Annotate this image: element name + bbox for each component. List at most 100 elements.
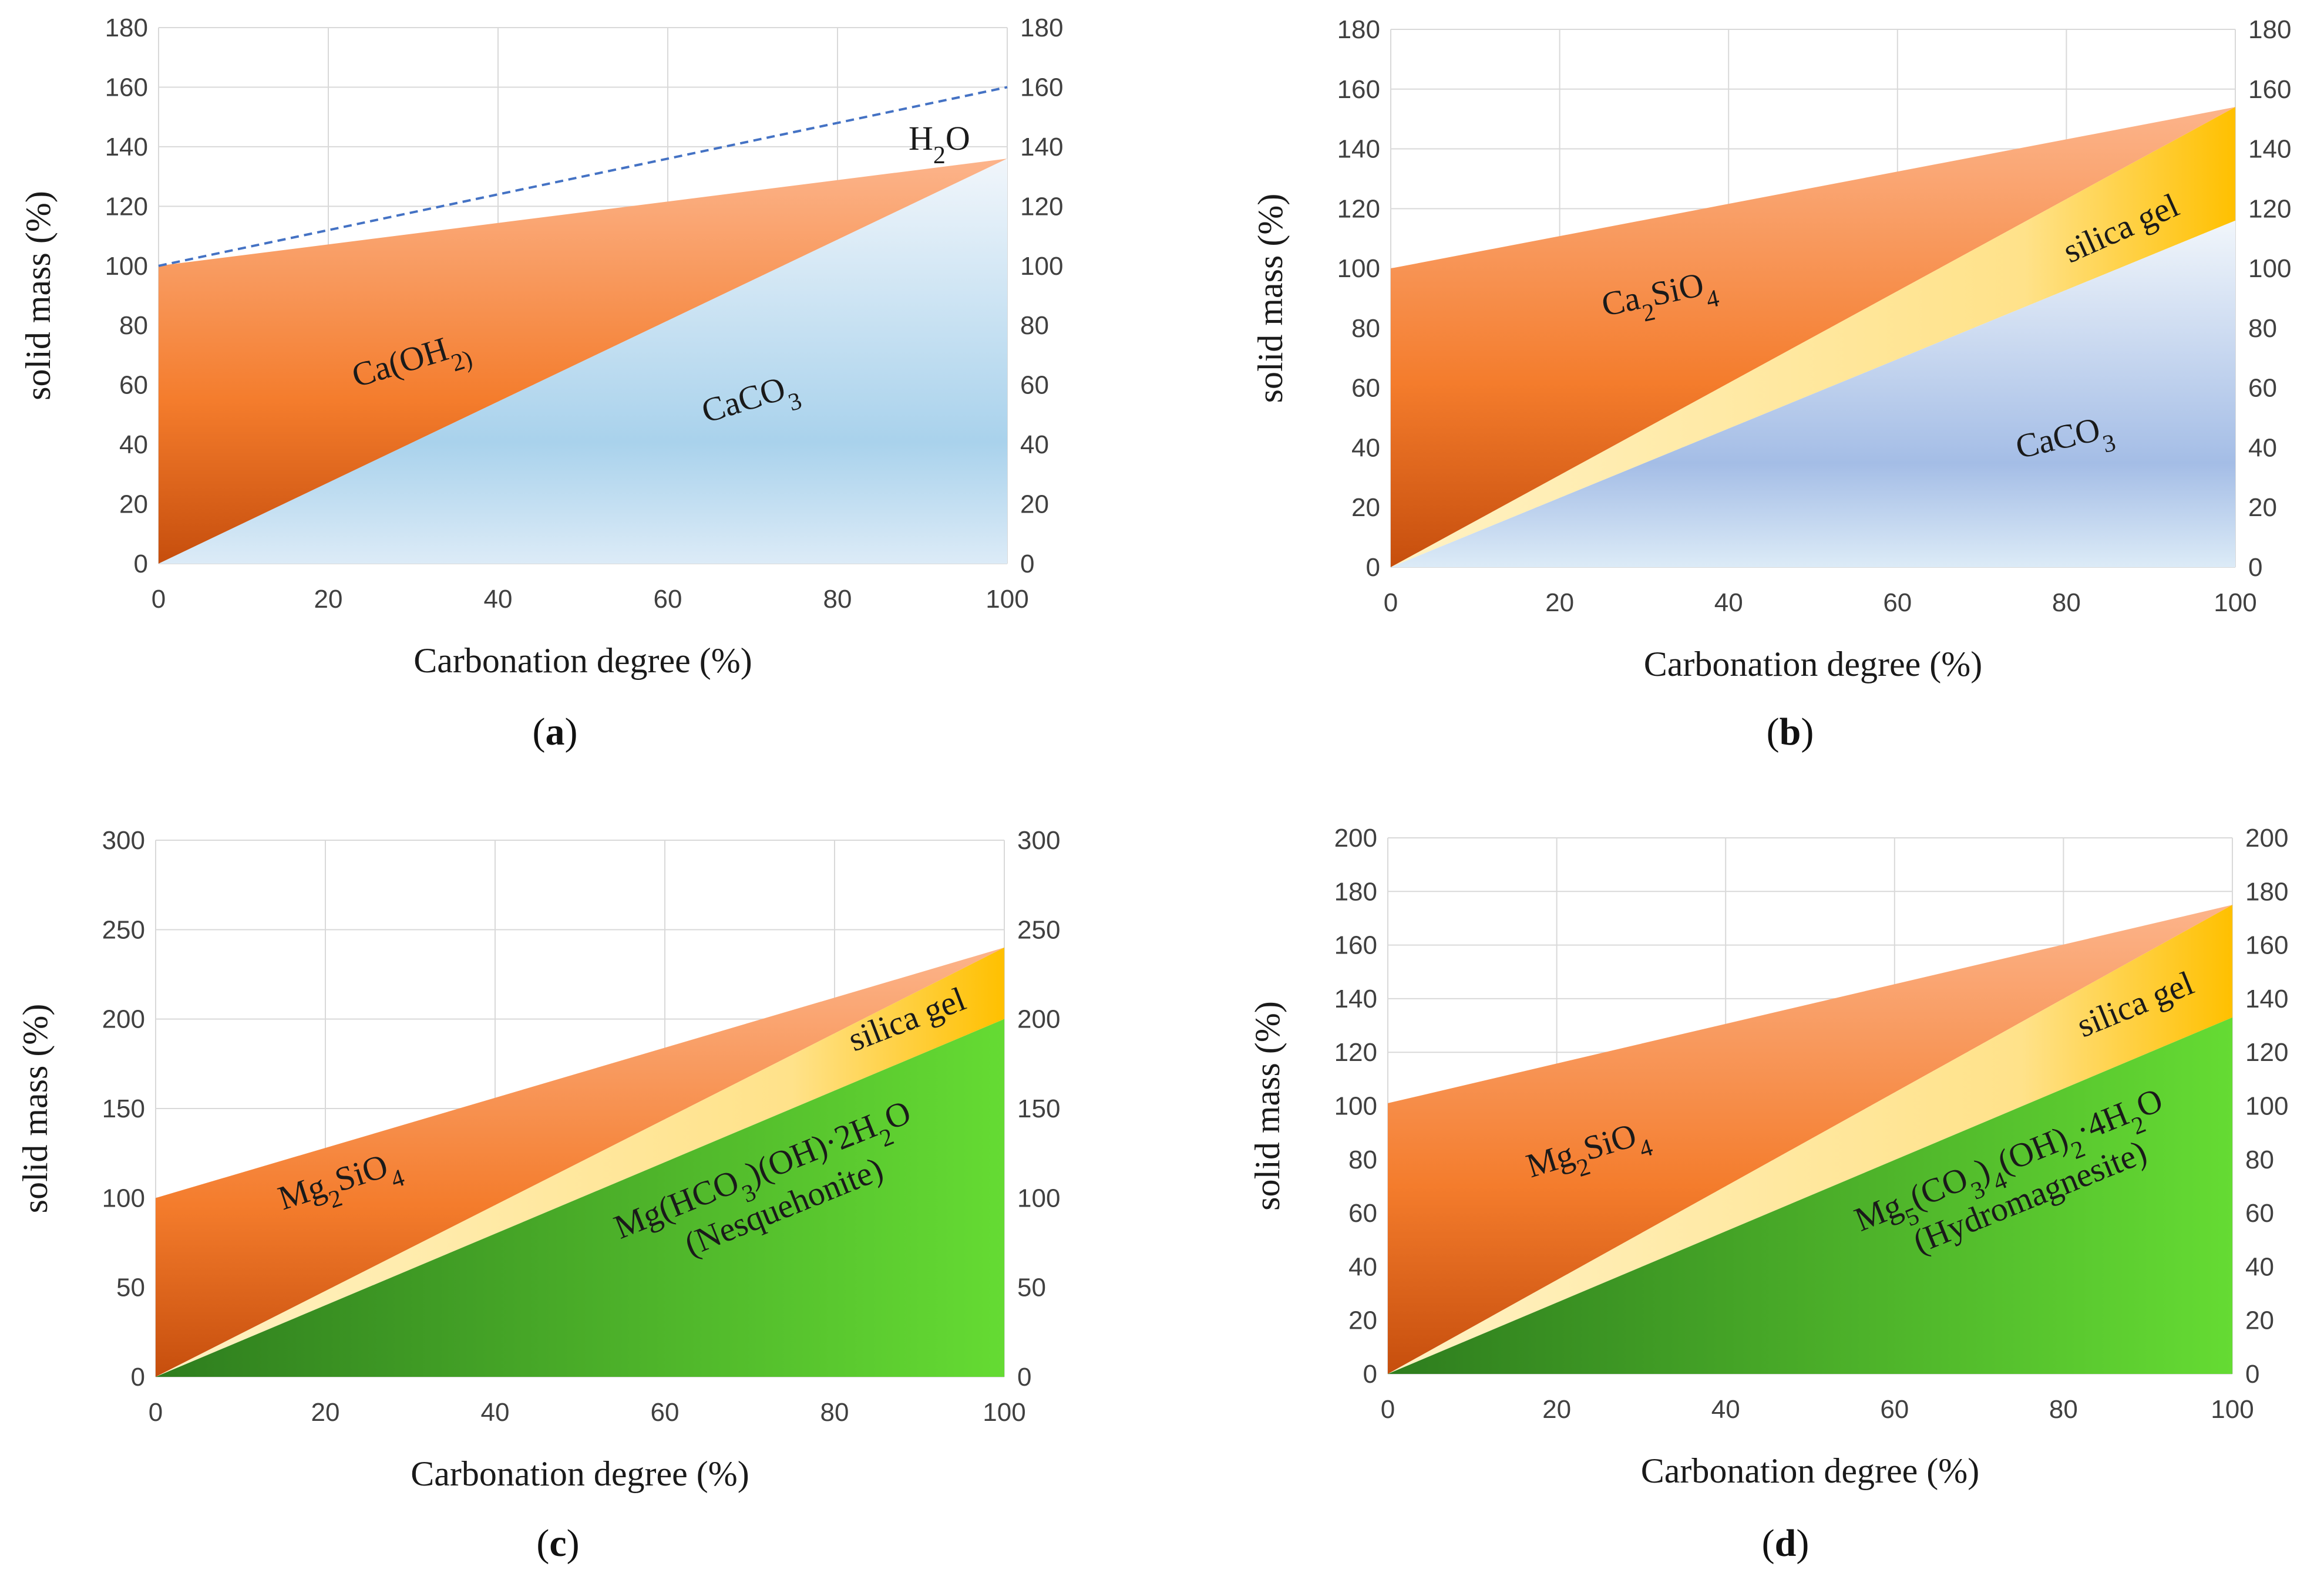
x-axis-label: Carbonation degree (%) [1641, 1451, 1979, 1490]
y-tick-label: 180 [1337, 15, 1380, 44]
y-tick-label: 120 [1334, 1038, 1377, 1067]
y-tick-label: 100 [1334, 1092, 1377, 1121]
y-tick-label: 80 [119, 311, 148, 340]
y-tick-label: 120 [1337, 194, 1380, 223]
line-h2o [158, 86, 1008, 267]
y-tick-label: 120 [105, 192, 148, 221]
y-tick-label: 40 [119, 430, 148, 459]
y-tick-label: 160 [1334, 931, 1377, 960]
y-tick-label: 40 [1351, 433, 1380, 462]
x-tick-label: 60 [1883, 588, 1912, 617]
y2-tick-label: 0 [2245, 1360, 2259, 1389]
y-tick-label: 0 [1363, 1360, 1377, 1389]
y-axis-label: solid mass (%) [19, 191, 58, 400]
y-tick-label: 300 [102, 826, 145, 855]
y2-tick-label: 180 [2245, 877, 2288, 906]
y-tick-label: 160 [105, 73, 148, 102]
region-caco3 [1391, 220, 2235, 567]
region-caco3 [159, 159, 1007, 564]
region-label-h2o: H2O [909, 119, 970, 169]
y-tick-label: 40 [1348, 1252, 1377, 1281]
y-tick-label: 60 [1351, 374, 1380, 403]
y2-tick-label: 140 [2248, 135, 2291, 164]
y2-tick-label: 120 [1020, 192, 1063, 221]
region-label-ca2sio4: Ca2SiO4 [1598, 262, 1721, 335]
x-tick-label: 80 [823, 585, 852, 614]
y2-tick-label: 40 [2248, 433, 2277, 462]
y2-tick-label: 80 [2248, 314, 2277, 343]
y2-tick-label: 160 [2245, 931, 2288, 960]
region-silica-gel [1391, 107, 2235, 568]
y2-tick-label: 20 [1020, 490, 1049, 519]
x-tick-label: 100 [2211, 1395, 2254, 1424]
y2-tick-label: 100 [2248, 254, 2291, 283]
x-tick-label: 60 [654, 585, 682, 614]
y-tick-label: 50 [116, 1274, 145, 1302]
y2-tick-label: 200 [2245, 824, 2288, 853]
x-tick-label: 60 [651, 1398, 680, 1427]
y-tick-label: 200 [102, 1005, 145, 1034]
y-tick-label: 20 [1351, 493, 1380, 522]
y2-tick-label: 100 [1017, 1184, 1060, 1212]
y2-tick-label: 0 [1017, 1363, 1031, 1392]
caption-d: (d) [1762, 1522, 1810, 1565]
y2-tick-label: 20 [2248, 493, 2277, 522]
x-tick-label: 0 [1381, 1395, 1395, 1424]
y-tick-label: 140 [1337, 135, 1380, 164]
y-tick-label: 100 [102, 1184, 145, 1212]
x-tick-label: 20 [1545, 588, 1574, 617]
y-tick-label: 100 [105, 252, 148, 281]
x-tick-label: 40 [481, 1398, 510, 1427]
x-tick-label: 0 [152, 585, 166, 614]
y2-tick-label: 250 [1017, 915, 1060, 944]
x-tick-label: 40 [1714, 588, 1743, 617]
y2-tick-label: 180 [2248, 15, 2291, 44]
y-tick-label: 0 [1366, 553, 1380, 582]
y-tick-label: 100 [1337, 254, 1380, 283]
y2-tick-label: 40 [2245, 1252, 2274, 1281]
caption-c: (c) [536, 1522, 579, 1565]
y2-tick-label: 200 [1017, 1005, 1060, 1034]
y2-tick-label: 80 [2245, 1146, 2274, 1174]
y-tick-label: 180 [1334, 877, 1377, 906]
caption-a: (a) [533, 710, 578, 753]
region-mg2sio4 [156, 947, 1004, 1377]
y-tick-label: 200 [1334, 824, 1377, 853]
y2-tick-label: 80 [1020, 311, 1049, 340]
y2-tick-label: 180 [1020, 14, 1063, 42]
y2-tick-label: 50 [1017, 1274, 1046, 1302]
y-tick-label: 60 [119, 371, 148, 400]
y2-tick-label: 160 [1020, 73, 1063, 102]
y-tick-label: 150 [102, 1094, 145, 1123]
y2-tick-label: 60 [1020, 371, 1049, 400]
y2-tick-label: 150 [1017, 1094, 1060, 1123]
y-tick-label: 140 [105, 133, 148, 161]
x-axis-label: Carbonation degree (%) [413, 641, 752, 680]
y2-tick-label: 140 [1020, 133, 1063, 161]
y-tick-label: 160 [1337, 75, 1380, 104]
x-tick-label: 80 [2049, 1395, 2078, 1424]
y2-tick-label: 60 [2248, 374, 2277, 403]
y-tick-label: 80 [1351, 314, 1380, 343]
caption-b: (b) [1767, 710, 1814, 753]
x-axis-label: Carbonation degree (%) [1644, 645, 1982, 683]
y-tick-label: 0 [131, 1363, 145, 1392]
y-tick-label: 20 [1348, 1306, 1377, 1335]
y-tick-label: 180 [105, 14, 148, 42]
x-tick-label: 80 [820, 1398, 849, 1427]
x-tick-label: 100 [986, 585, 1028, 614]
y-axis-label: solid mass (%) [16, 1004, 55, 1214]
x-tick-label: 0 [1384, 588, 1398, 617]
y-tick-label: 20 [119, 490, 148, 519]
y2-tick-label: 0 [2248, 553, 2262, 582]
region-mg5-co3-4-oh-2-4h2o [1388, 1017, 2232, 1374]
x-tick-label: 60 [1880, 1395, 1909, 1424]
y-axis-label: solid mass (%) [1248, 1001, 1287, 1211]
y2-tick-label: 20 [2245, 1306, 2274, 1335]
x-tick-label: 100 [983, 1398, 1025, 1427]
x-tick-label: 80 [2052, 588, 2081, 617]
